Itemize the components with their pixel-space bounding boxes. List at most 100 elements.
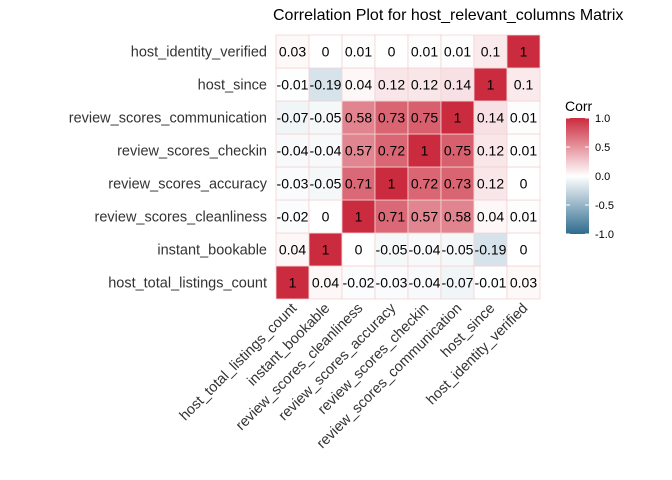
cell-value-label: 0.58 — [345, 110, 372, 126]
heatmap-cell — [308, 133, 343, 168]
cell-value-label: 0.12 — [477, 176, 504, 192]
cell-value-label: 0 — [322, 44, 330, 60]
heatmap-cell — [374, 133, 409, 168]
legend-ticks: 1.0 0.5 0.0 -0.5 -1.0 — [566, 113, 614, 241]
legend-tick-label: -0.5 — [595, 200, 614, 212]
cell-value-label: 0.01 — [345, 44, 372, 60]
cell-value-label: 0.72 — [378, 143, 405, 159]
cell-value-label: -0.07 — [442, 275, 474, 291]
cell-value-label: 0.04 — [312, 275, 339, 291]
cell-value-label: 0.57 — [345, 143, 372, 159]
y-axis-labels: host_total_listings_count instant_bookabl… — [69, 45, 268, 292]
heatmap-cell — [407, 166, 442, 201]
y-tick-label: instant_bookable — [157, 243, 267, 259]
heatmap-cell — [275, 67, 310, 102]
heatmap-cell — [374, 166, 409, 201]
heatmap-cell — [341, 133, 376, 168]
heatmap-cell — [473, 199, 508, 234]
heatmap-cell — [440, 67, 475, 102]
cell-value-label: -0.05 — [310, 176, 342, 192]
cell-value-label: 0.04 — [477, 209, 504, 225]
heatmap-cell — [275, 166, 310, 201]
heatmap-cell — [275, 265, 310, 300]
heatmap-cell — [506, 100, 541, 135]
heatmap-cell — [440, 133, 475, 168]
cell-value-label: 1 — [289, 275, 297, 291]
x-axis-labels: host_total_listings_countinstant_bookabl… — [177, 300, 532, 452]
legend: Corr 1.0 0.5 0.0 -0.5 -1.0 — [565, 98, 614, 241]
cell-value-label: 0.01 — [510, 110, 537, 126]
heatmap-cell — [473, 265, 508, 300]
cell-value-label: 0.04 — [345, 77, 372, 93]
legend-tick-label: 1.0 — [595, 113, 610, 125]
heatmap-cell — [407, 100, 442, 135]
heatmap-cell-labels: 1 0.04 -0.02 -0.03 -0.04 -0.07 -0.01 0.030.04 1 0… — [277, 44, 538, 291]
cell-value-label: 0 — [520, 242, 528, 258]
legend-tick-label: -1.0 — [595, 229, 614, 241]
cell-value-label: 0.73 — [378, 110, 405, 126]
heatmap-cell — [440, 265, 475, 300]
cell-value-label: -0.04 — [277, 143, 309, 159]
cell-value-label: 0.73 — [444, 176, 471, 192]
cell-value-label: 1 — [322, 242, 330, 258]
cell-value-label: 0.01 — [510, 143, 537, 159]
y-tick-label: review_scores_accuracy — [108, 177, 268, 193]
cell-value-label: 0.14 — [444, 77, 471, 93]
heatmap-cell — [506, 199, 541, 234]
heatmap-cell — [275, 100, 310, 135]
cell-value-label: 0.71 — [378, 209, 405, 225]
heatmap-cells — [275, 34, 541, 300]
cell-value-label: 0.12 — [477, 143, 504, 159]
cell-value-label: 1 — [421, 143, 429, 159]
cell-value-label: 0.14 — [477, 110, 504, 126]
cell-value-label: 1 — [520, 44, 528, 60]
cell-value-label: 0 — [355, 242, 363, 258]
heatmap-cell — [506, 34, 541, 69]
cell-value-label: 1 — [355, 209, 363, 225]
cell-value-label: 0 — [388, 44, 396, 60]
cell-value-label: 0.75 — [444, 143, 471, 159]
cell-value-label: 0 — [520, 176, 528, 192]
heatmap-cell — [407, 199, 442, 234]
cell-value-label: 0.75 — [411, 110, 438, 126]
y-tick-label: host_since — [198, 78, 267, 94]
cell-value-label: -0.04 — [409, 275, 441, 291]
legend-title: Corr — [565, 98, 593, 114]
heatmap-cell — [506, 232, 541, 267]
y-tick-label: review_scores_cleanliness — [95, 210, 267, 226]
heatmap-cell — [407, 34, 442, 69]
cell-value-label: -0.01 — [277, 77, 309, 93]
cell-value-label: 0.12 — [411, 77, 438, 93]
cell-value-label: 0.1 — [514, 77, 534, 93]
heatmap-cell — [407, 232, 442, 267]
cell-value-label: -0.04 — [310, 143, 342, 159]
heatmap-cell — [374, 34, 409, 69]
heatmap-cell — [308, 67, 343, 102]
cell-value-label: 0.01 — [411, 44, 438, 60]
heatmap-cell — [308, 232, 343, 267]
heatmap-cell — [275, 199, 310, 234]
heatmap-cell — [308, 100, 343, 135]
cell-value-label: -0.02 — [343, 275, 375, 291]
cell-value-label: 0.01 — [444, 44, 471, 60]
cell-value-label: 0.71 — [345, 176, 372, 192]
cell-value-label: 1 — [454, 110, 462, 126]
cell-value-label: 1 — [388, 176, 396, 192]
cell-value-label: -0.05 — [442, 242, 474, 258]
heatmap-cell — [308, 265, 343, 300]
heatmap-cell — [506, 166, 541, 201]
cell-value-label: -0.19 — [310, 77, 342, 93]
heatmap-cell — [275, 34, 310, 69]
heatmap-cell — [341, 199, 376, 234]
cell-value-label: 0.72 — [411, 176, 438, 192]
cell-value-label: 0.12 — [378, 77, 405, 93]
heatmap-cell — [341, 166, 376, 201]
cell-value-label: -0.03 — [277, 176, 309, 192]
heatmap-cell — [374, 232, 409, 267]
heatmap-cell — [473, 100, 508, 135]
heatmap-cell — [407, 67, 442, 102]
cell-value-label: 0.04 — [279, 242, 306, 258]
heatmap-cell — [341, 34, 376, 69]
heatmap-cell — [407, 265, 442, 300]
